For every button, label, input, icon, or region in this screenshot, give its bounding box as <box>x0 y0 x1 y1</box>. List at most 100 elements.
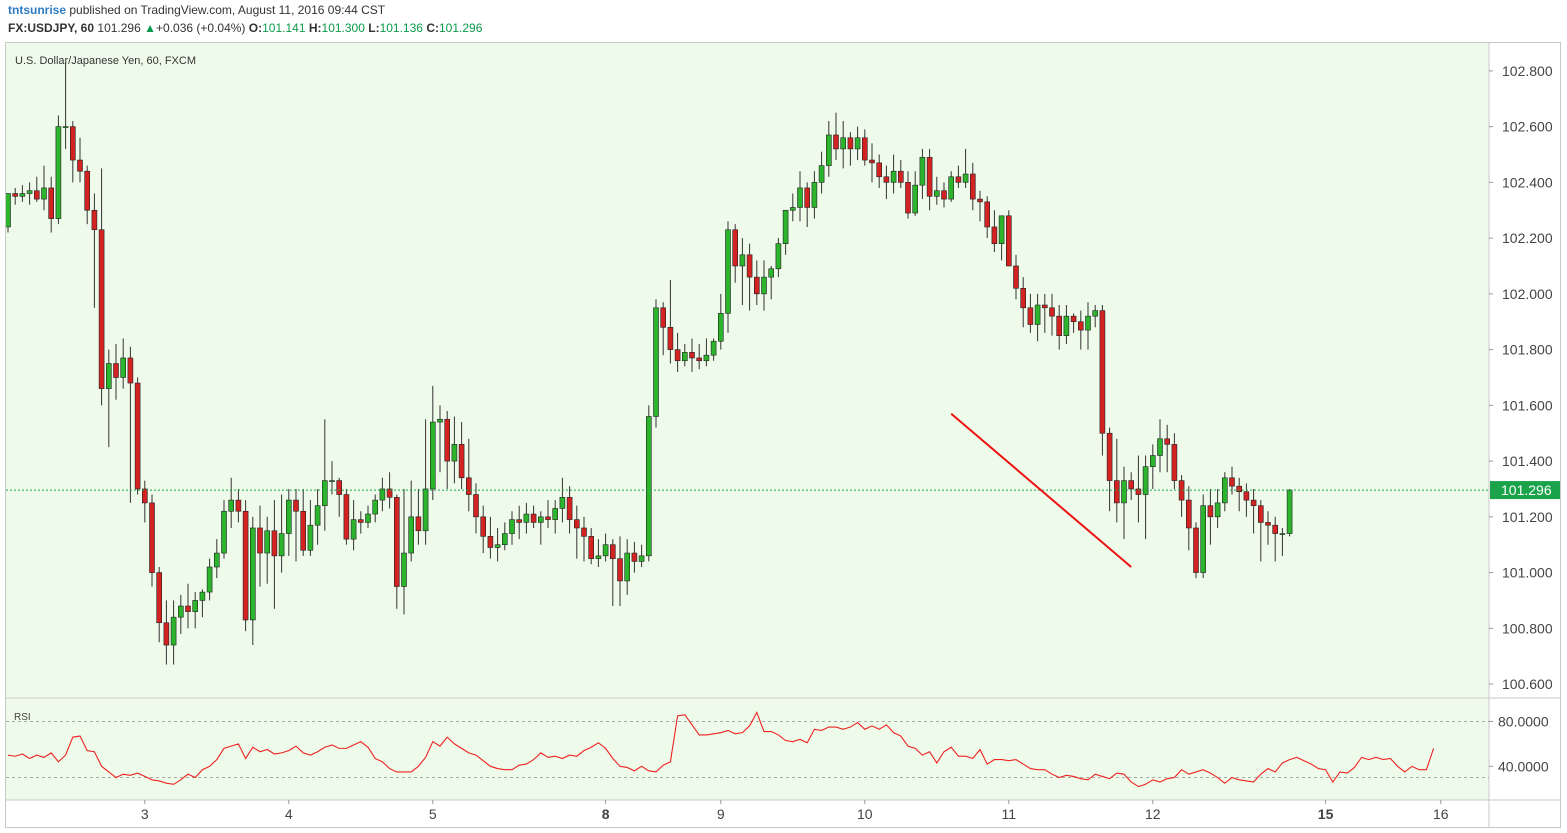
candle <box>890 154 897 194</box>
candle <box>797 171 803 222</box>
candle <box>127 346 134 503</box>
candle <box>689 338 695 372</box>
candle <box>854 126 861 161</box>
candle-body-up <box>451 444 458 462</box>
candle <box>509 511 515 545</box>
high-value: 101.300 <box>321 21 365 35</box>
candle-body-up <box>998 215 1005 244</box>
candle <box>962 148 969 188</box>
candle-body-down <box>883 176 890 183</box>
candle-body-down <box>77 159 83 172</box>
candle-body-down <box>804 187 811 208</box>
candle <box>365 505 371 528</box>
candle-body-up <box>192 600 198 612</box>
candle-body-down <box>1171 444 1178 481</box>
candle-body-down <box>357 519 364 523</box>
price-tick-label: 100.600 <box>1502 676 1553 692</box>
candle <box>429 385 436 501</box>
rsi-pane[interactable] <box>6 711 1489 788</box>
candle <box>753 260 760 305</box>
candle-body-up <box>782 209 789 244</box>
candles[interactable] <box>5 62 1293 665</box>
author-link[interactable]: tntsunrise <box>8 3 67 17</box>
candle-body-down <box>1049 307 1055 317</box>
candle-body-down <box>1005 215 1012 267</box>
symbol-label[interactable]: FX:USDJPY, 60 <box>8 21 95 35</box>
candle-body-up <box>768 268 775 278</box>
candle-body-up <box>912 184 919 214</box>
candle-body-down <box>300 510 307 551</box>
candle-body-down <box>609 544 616 559</box>
candle-body-down <box>1272 524 1278 534</box>
candle-body-up <box>1085 315 1091 331</box>
candle-body-down <box>1020 287 1027 309</box>
candle <box>48 176 55 233</box>
candle <box>1005 210 1012 267</box>
candle <box>1063 305 1070 345</box>
candle <box>444 410 451 489</box>
candle <box>573 505 580 559</box>
candle <box>725 221 731 333</box>
candle <box>1193 522 1199 579</box>
published-text: published on TradingView.com, August 11,… <box>69 3 386 17</box>
candle-body-down <box>257 527 263 554</box>
symbol-info-line: FX:USDJPY, 60 101.296 ▲+0.036 (+0.04%) O… <box>8 21 482 35</box>
candle <box>1200 494 1206 579</box>
candle <box>617 536 623 607</box>
candle <box>41 165 47 211</box>
candle <box>1207 488 1214 545</box>
candle <box>789 193 796 222</box>
candle-body-down <box>897 170 904 183</box>
candle <box>1164 424 1170 473</box>
candle <box>1279 527 1286 556</box>
candle-body-up <box>307 524 314 551</box>
candle <box>401 488 407 615</box>
candle <box>638 544 645 567</box>
candle <box>494 527 501 562</box>
candle-body-down <box>674 349 681 362</box>
candle-body-down <box>1027 307 1034 325</box>
candle-body-down <box>235 499 242 512</box>
candle-body-down <box>142 488 148 504</box>
rsi-title: RSI <box>14 712 31 723</box>
candle-body-up <box>797 187 803 208</box>
candle <box>379 477 386 512</box>
candle <box>329 461 335 495</box>
candle <box>357 511 364 534</box>
candle <box>782 209 789 255</box>
candle <box>1049 293 1055 336</box>
candle <box>278 494 285 573</box>
candle <box>537 511 544 545</box>
candle <box>1020 277 1027 328</box>
price-tick-label: 102.800 <box>1502 63 1553 79</box>
candle <box>1214 488 1221 528</box>
candle-body-up <box>314 505 321 526</box>
candle <box>1070 313 1077 333</box>
candle-body-down <box>185 605 191 612</box>
candle <box>998 215 1005 261</box>
candle-body-up <box>494 544 501 548</box>
candle-body-down <box>516 519 523 523</box>
candle-body-up <box>919 156 926 186</box>
candle-body-down <box>1243 491 1250 501</box>
candle <box>386 472 393 509</box>
candle <box>228 477 234 528</box>
candle <box>1078 310 1084 350</box>
candle <box>1013 254 1019 300</box>
candle-body-down <box>1128 480 1134 490</box>
candle <box>1034 293 1041 342</box>
candle-body-up <box>537 516 544 523</box>
candle-body-up <box>422 488 429 532</box>
candle <box>178 594 184 634</box>
open-label: O: <box>248 21 263 35</box>
candle <box>660 302 667 356</box>
candle-body-down <box>732 229 739 267</box>
candle <box>869 143 875 183</box>
candle-body-down <box>696 357 703 362</box>
candle <box>1106 427 1113 512</box>
candle-body-down <box>941 190 947 200</box>
candle-body-down <box>393 497 400 587</box>
candle-body-up <box>41 187 47 200</box>
candle <box>516 505 523 540</box>
